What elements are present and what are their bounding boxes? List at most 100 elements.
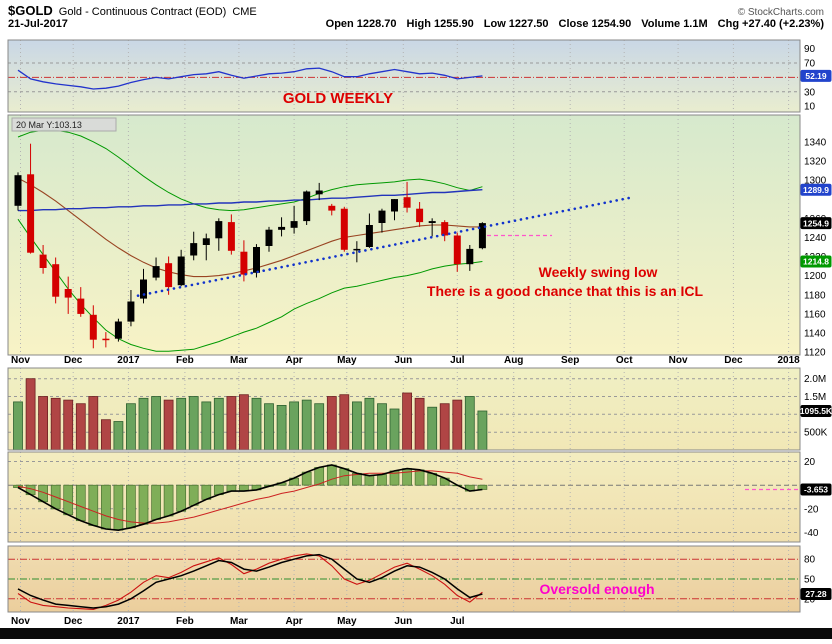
quote-item: Volume 1.1M <box>641 18 707 30</box>
x-axis-label: Feb <box>176 355 194 366</box>
volume-bar <box>63 399 74 451</box>
volume-bar <box>389 408 400 451</box>
stoch-value-box-label: 27.28 <box>805 589 827 599</box>
stoch-value-box <box>800 588 832 600</box>
rsi-value-box-label: 52.19 <box>805 71 827 81</box>
macd-bar <box>113 484 124 531</box>
quote-item: Close 1254.90 <box>559 18 632 30</box>
price-axis-label: 1320 <box>804 156 827 167</box>
candle-body <box>278 226 286 230</box>
bottom-axis-label: May <box>337 616 357 627</box>
volume-axis-label: 1.5M <box>804 392 826 403</box>
x-axis-label: Sep <box>561 355 579 366</box>
candle-body <box>14 175 22 206</box>
candle-body <box>478 223 486 249</box>
x-axis-label: Dec <box>64 355 83 366</box>
price-axis-label: 1300 <box>804 176 827 187</box>
stoch-d-line <box>17 553 483 609</box>
annotation-text: Weekly swing low <box>539 264 658 280</box>
macd-axis-label: -20 <box>804 504 819 515</box>
chart-area: 9070301052.19134013201300126012401220120… <box>0 32 832 639</box>
macd-bar <box>138 484 149 525</box>
candle-body <box>127 301 135 322</box>
volume-bar <box>226 396 237 451</box>
volume-bar <box>351 401 362 451</box>
candle-body <box>378 210 386 223</box>
candle-body <box>215 221 223 239</box>
annotation-text: GOLD WEEKLY <box>283 90 393 107</box>
quote-line: Open 1228.70 High 1255.90 Low 1227.50 Close 125… <box>316 18 824 30</box>
candle-body <box>177 256 185 286</box>
title-row: $GOLD Gold - Continuous Contract (EOD) C… <box>8 3 824 18</box>
macd-bar <box>176 484 187 512</box>
macd-axis-label: 20 <box>804 457 816 468</box>
upper-bollinger-band <box>17 129 483 212</box>
annotation-text: There is a good chance that this is an I… <box>427 283 704 299</box>
macd-bar <box>226 484 237 492</box>
volume-value-box-label: 1095.5K <box>800 406 832 416</box>
price-axis-label: 1240 <box>804 233 827 244</box>
quote-label: Chg <box>717 18 740 30</box>
bottom-axis-label: Mar <box>230 616 248 627</box>
price-value-box <box>800 183 832 196</box>
x-axis-label: Mar <box>230 355 248 366</box>
volume-bar <box>339 394 350 451</box>
price-axis-label: 1140 <box>804 329 826 340</box>
candle-body <box>240 251 248 275</box>
dotted-trendline <box>136 195 635 298</box>
middle-band-ma <box>17 177 483 278</box>
volume-bar <box>477 410 488 451</box>
candle-body <box>89 314 97 340</box>
price-panel-border <box>7 114 801 356</box>
macd-axis-label: -40 <box>804 528 819 539</box>
volume-bar <box>402 392 413 451</box>
candle-body <box>290 221 298 228</box>
volume-bar <box>301 399 312 451</box>
price-panel-bg <box>8 115 800 355</box>
price-axis-label: 1200 <box>804 271 827 282</box>
macd-bar <box>377 474 387 486</box>
macd-panel-border <box>7 451 801 543</box>
bottom-axis-label: Apr <box>285 616 302 627</box>
volume-bar <box>264 403 274 451</box>
price-axis-label: 1120 <box>804 348 826 359</box>
volume-bar <box>213 397 224 451</box>
volume-bar <box>452 399 463 451</box>
macd-bar <box>75 484 86 522</box>
x-axis-label: Nov <box>669 355 688 366</box>
price-value-box <box>800 255 832 268</box>
macd-bar <box>201 484 212 500</box>
macd-value-box-label: -3.653 <box>804 485 828 495</box>
volume-bar <box>251 397 262 451</box>
crosshair-info-box <box>11 117 117 132</box>
volume-bar <box>414 397 425 451</box>
stoch-axis-label: 80 <box>804 555 816 566</box>
quote-item: Open 1228.70 <box>326 18 397 30</box>
symbol-description: Gold - Continuous Contract (EOD) <box>58 6 227 18</box>
candle-body <box>77 298 85 314</box>
candle-body <box>190 243 198 256</box>
candle-body <box>52 264 60 297</box>
macd-bar <box>151 484 161 520</box>
x-axis-label: Dec <box>724 355 743 366</box>
quote-value: 1227.50 <box>508 18 549 30</box>
macd-histogram <box>13 464 488 531</box>
quote-item: Low 1227.50 <box>484 18 549 30</box>
bottom-axis-label: Nov <box>11 616 30 627</box>
x-axis-label: Aug <box>504 355 523 366</box>
x-axis-label: 2017 <box>117 355 140 366</box>
price-axis-label: 1160 <box>804 309 826 320</box>
candle-body <box>265 229 273 246</box>
bottom-axis-label: Jun <box>394 616 412 627</box>
bottom-axis-label: Feb <box>176 616 194 627</box>
quote-value: 1.1M <box>683 18 708 30</box>
candle-body <box>391 199 398 212</box>
volume-bar <box>289 401 300 451</box>
quote-value: +27.40 (+2.23%) <box>742 18 824 30</box>
candle-body <box>365 225 373 247</box>
rsi-axis-label: 90 <box>804 44 816 55</box>
symbol: $GOLD <box>8 3 53 18</box>
rsi-axis-label: 30 <box>804 87 816 98</box>
macd-bar <box>477 484 488 490</box>
quote-label: Close <box>558 18 589 30</box>
